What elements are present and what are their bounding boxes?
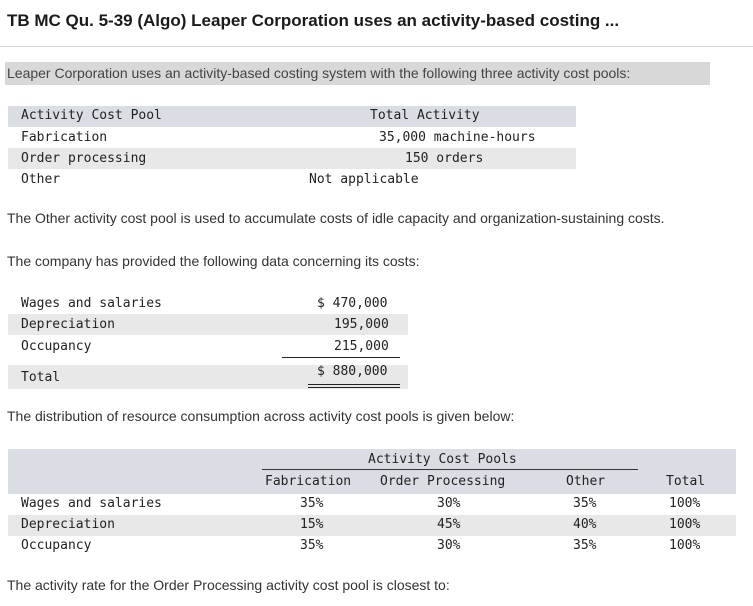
distribution-cell: 40%	[573, 517, 597, 532]
activity-row-pool: Order processing	[21, 151, 147, 166]
cost-row-value: 195,000	[334, 317, 389, 332]
activity-row-pool: Fabrication	[21, 130, 108, 145]
activity-row-value: 150 orders	[405, 151, 484, 166]
activity-row-value: Not applicable	[309, 172, 419, 187]
column-header-total: Total	[666, 474, 706, 489]
cost-row-label: Wages and salaries	[21, 296, 162, 311]
cost-row-value: $ 470,000	[317, 296, 388, 311]
distribution-cell: 45%	[437, 517, 461, 532]
distribution-cell: 100%	[669, 496, 701, 511]
distribution-row-label: Occupancy	[21, 538, 92, 553]
activity-table-row-band	[8, 148, 576, 169]
group-header-rule	[262, 469, 638, 470]
cost-total-value: $ 880,000	[317, 364, 388, 379]
title-divider	[0, 46, 753, 47]
group-header: Activity Cost Pools	[368, 452, 517, 467]
distribution-intro: The distribution of resource consumption…	[7, 408, 515, 424]
activity-header-total: Total Activity	[370, 108, 480, 123]
distribution-cell: 30%	[437, 538, 461, 553]
distribution-cell: 35%	[573, 538, 597, 553]
column-header-other: Other	[566, 474, 606, 489]
distribution-cell: 30%	[437, 496, 461, 511]
costs-intro: The company has provided the following d…	[7, 253, 420, 269]
subtotal-rule	[282, 357, 400, 358]
cost-table-total-band	[8, 365, 408, 389]
other-note: The Other activity cost pool is used to …	[7, 210, 665, 226]
distribution-header-band	[8, 449, 736, 494]
activity-row-pool: Other	[21, 172, 61, 187]
activity-header-pool: Activity Cost Pool	[21, 108, 162, 123]
total-double-rule-bottom	[308, 387, 400, 388]
column-header-fabrication: Fabrication	[265, 474, 352, 489]
question-title: TB MC Qu. 5-39 (Algo) Leaper Corporation…	[7, 11, 620, 30]
distribution-cell: 15%	[300, 517, 324, 532]
cost-total-label: Total	[21, 370, 61, 385]
distribution-cell: 100%	[669, 538, 701, 553]
activity-table-header-band	[8, 106, 576, 127]
distribution-row-label: Depreciation	[21, 517, 115, 532]
distribution-row-label: Wages and salaries	[21, 496, 162, 511]
distribution-cell: 100%	[669, 517, 701, 532]
distribution-cell: 35%	[573, 496, 597, 511]
distribution-cell: 35%	[300, 538, 324, 553]
cost-row-label: Depreciation	[21, 317, 115, 332]
intro-text: Leaper Corporation uses an activity-base…	[7, 65, 631, 81]
cost-table-row-band	[8, 314, 408, 335]
question-prompt: The activity rate for the Order Processi…	[7, 577, 450, 593]
intro-highlight	[5, 62, 710, 85]
activity-row-value: 35,000 machine-hours	[379, 130, 536, 145]
total-double-rule-top	[308, 384, 400, 385]
column-header-order-processing: Order Processing	[380, 474, 506, 489]
distribution-cell: 35%	[300, 496, 324, 511]
cost-row-value: 215,000	[334, 339, 389, 354]
distribution-row-band	[8, 515, 736, 536]
cost-row-label: Occupancy	[21, 339, 92, 354]
